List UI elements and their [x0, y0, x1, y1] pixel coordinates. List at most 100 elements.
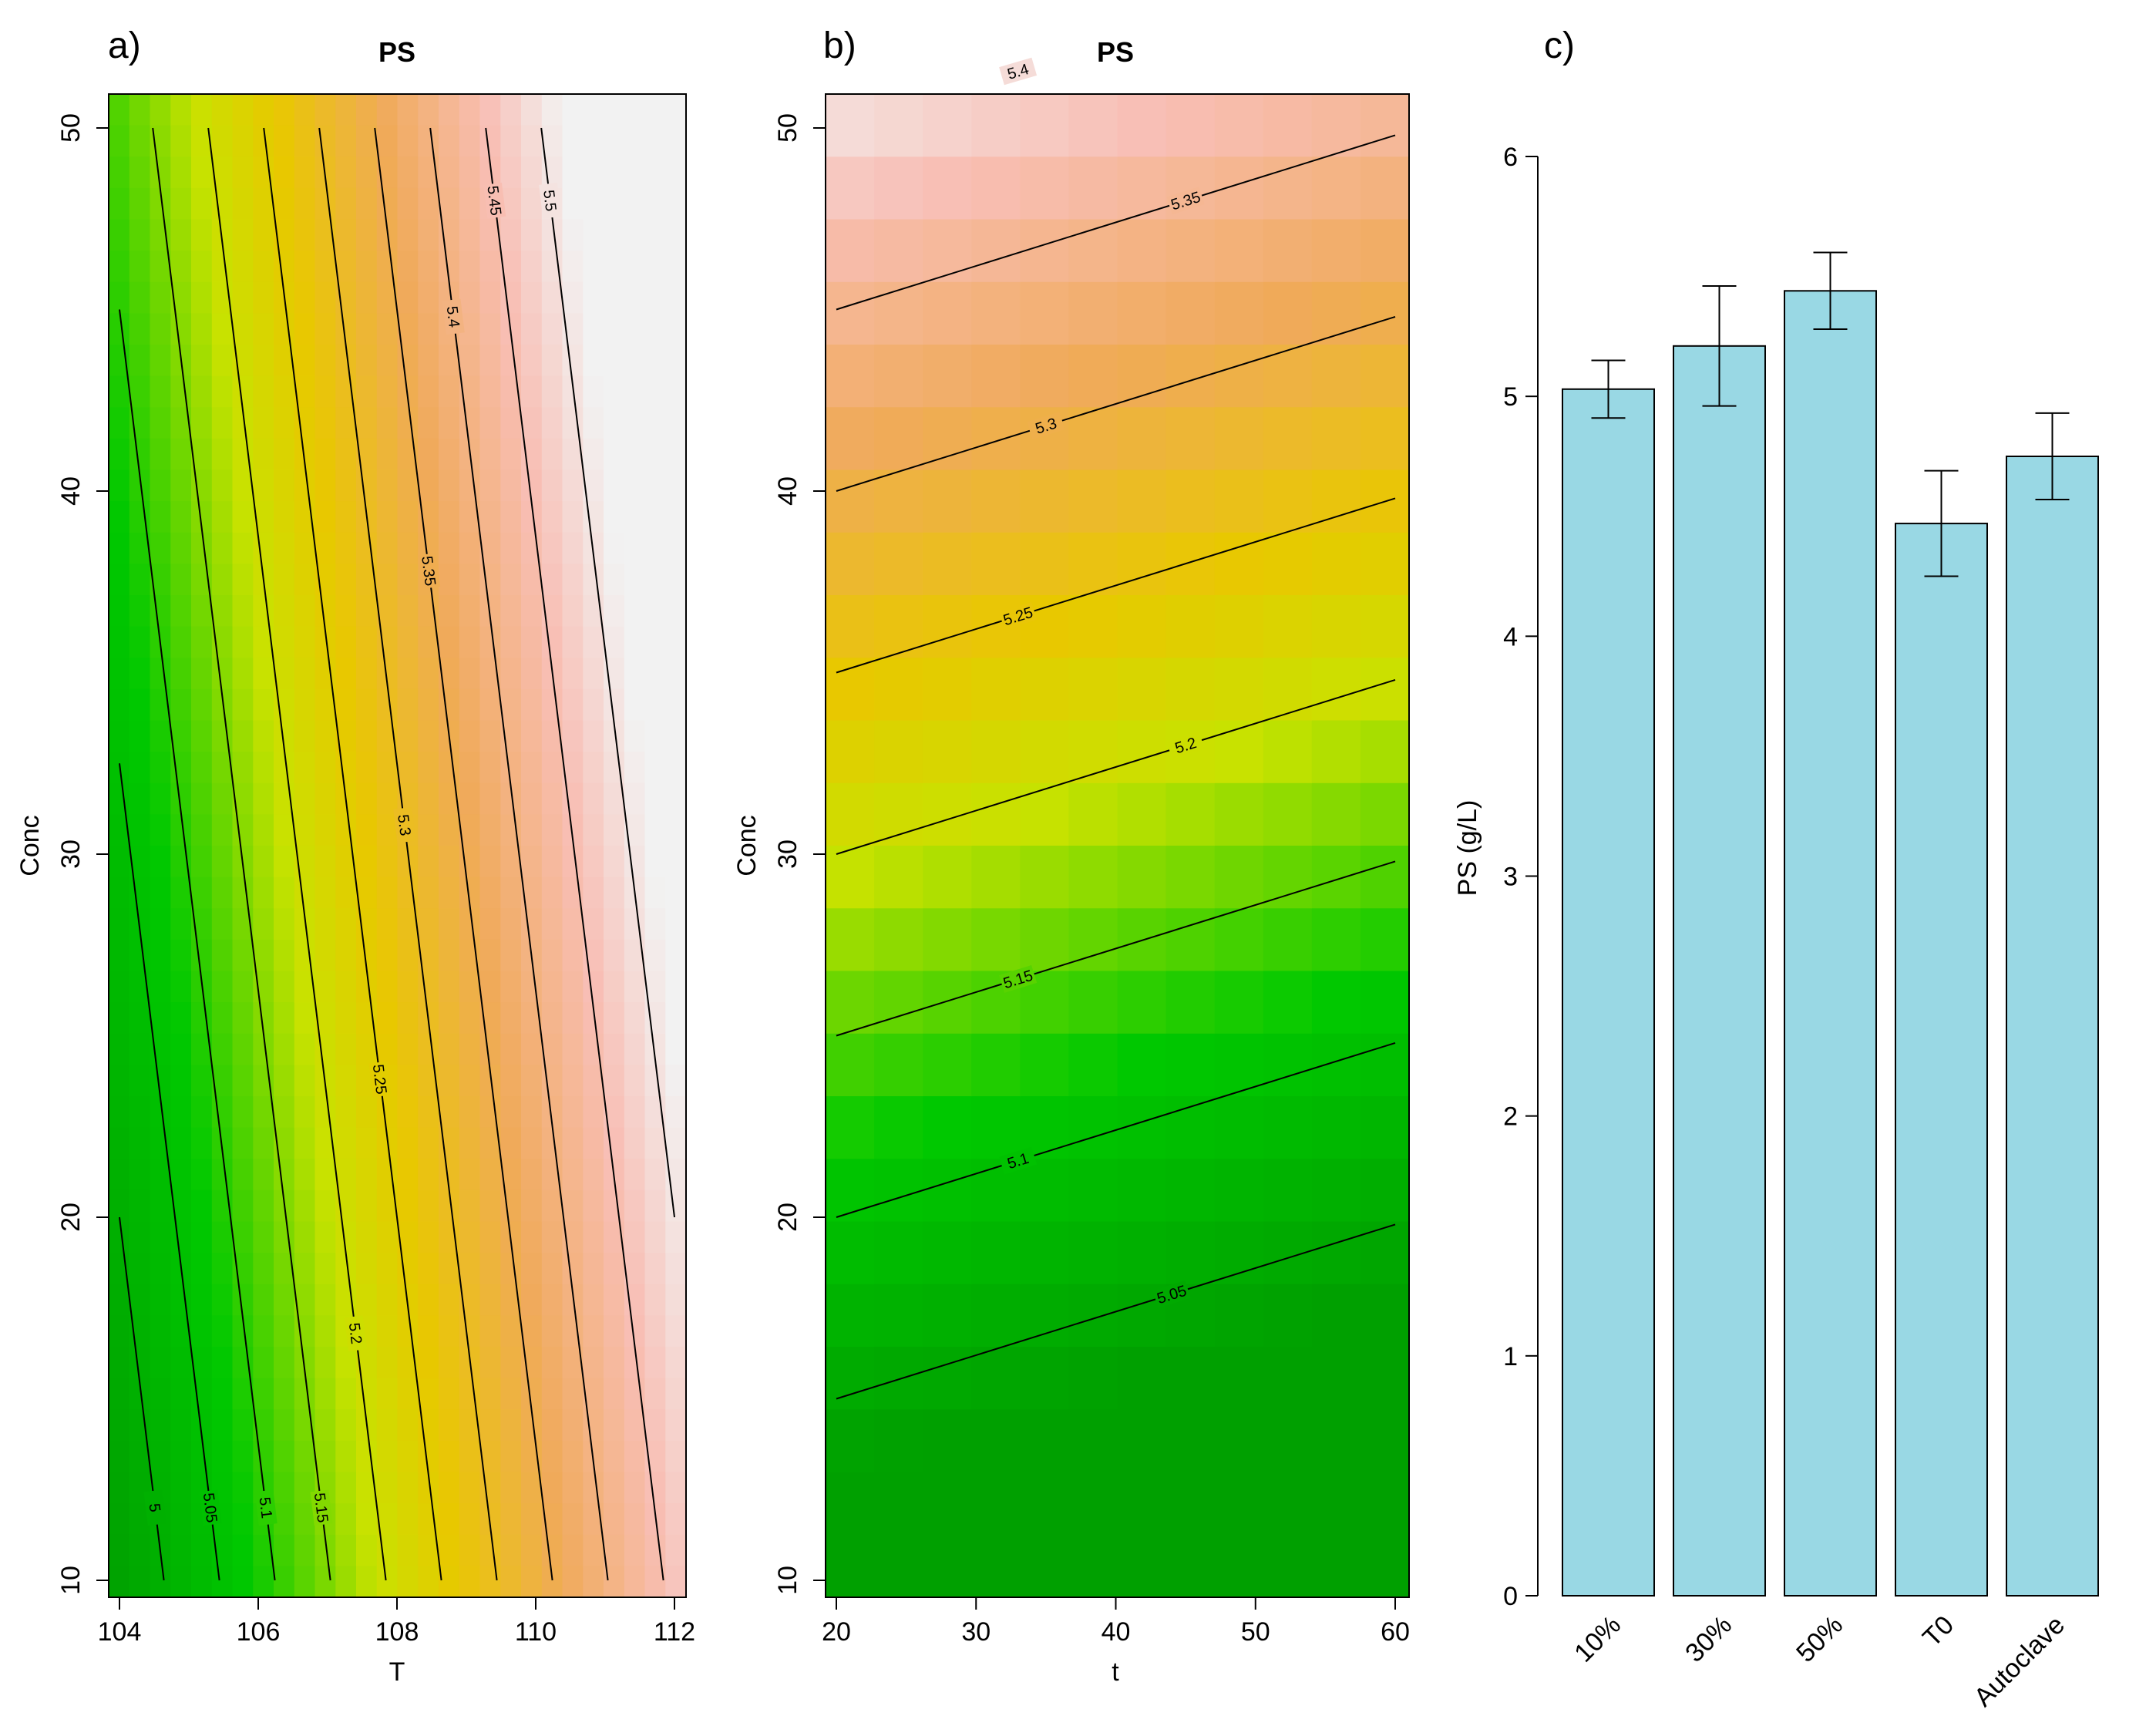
panel-a-cell — [356, 595, 378, 628]
panel-a-cell — [109, 1189, 130, 1223]
panel-a-cell — [665, 658, 686, 690]
panel-a-cell — [583, 187, 604, 220]
panel-a-cell — [376, 251, 399, 283]
panel-b-cell — [1360, 846, 1409, 909]
panel-a-cell — [418, 1221, 439, 1253]
panel-a-cell — [150, 345, 172, 377]
panel-a-cell — [541, 1221, 563, 1253]
panel-a-cell — [314, 971, 337, 1003]
panel-a-cell — [562, 939, 584, 972]
panel-b-cell — [1214, 345, 1264, 408]
panel-a-cell — [418, 688, 439, 722]
panel-a-cell — [150, 313, 172, 345]
panel-a-cell — [418, 1347, 439, 1379]
panel-b-cell — [826, 846, 875, 909]
panel-a-cell — [644, 782, 667, 816]
panel-b-cell — [1068, 595, 1118, 658]
panel-a-cell — [604, 125, 625, 157]
panel-a-cell — [335, 469, 357, 502]
panel-a-cell — [397, 251, 419, 283]
panel-a-contour-line — [263, 127, 442, 1581]
panel-a-cell — [562, 281, 584, 315]
panel-b-cell — [923, 156, 973, 220]
panel-c-bar — [1784, 290, 1877, 1597]
panel-a-cell — [521, 626, 543, 658]
panel-b-cell — [1020, 469, 1070, 533]
panel-a-cell — [562, 251, 584, 283]
panel-a-cell — [376, 688, 399, 722]
panel-a-cell — [459, 469, 481, 502]
panel-a-cell — [521, 1566, 543, 1597]
panel-b-cell — [923, 469, 973, 533]
panel-a-cell — [418, 1189, 439, 1223]
panel-a-contour-label-bg — [310, 1489, 333, 1526]
panel-a-cell — [583, 219, 604, 251]
panel-a-cell — [253, 814, 274, 846]
panel-a-cell — [541, 782, 563, 816]
panel-b-cell — [971, 1033, 1021, 1097]
panel-b-cell — [1020, 345, 1070, 408]
panel-b-cell — [1068, 281, 1118, 345]
panel-a-cell — [624, 1065, 646, 1097]
panel-b-cell — [923, 1033, 973, 1097]
panel-a-cell — [211, 658, 234, 690]
panel-a-cell — [314, 1315, 337, 1348]
panel-a-cell — [191, 1378, 213, 1410]
panel-a-cell — [274, 94, 295, 126]
panel-b-cell — [826, 782, 875, 846]
panel-a-cell — [376, 1534, 399, 1567]
panel-b-contour-label-bg — [1027, 412, 1065, 440]
panel-a-cell — [583, 1221, 604, 1253]
panel-a-cell — [500, 1378, 522, 1410]
panel-b-cell — [1214, 971, 1264, 1035]
panel-a-cell — [109, 1409, 130, 1442]
panel-a-cell — [521, 814, 543, 846]
panel-a-cell — [129, 688, 151, 722]
panel-b-cell — [1020, 1221, 1070, 1285]
panel-a-cell — [314, 814, 337, 846]
panel-a-cell — [150, 720, 172, 752]
panel-b-cell — [826, 658, 875, 722]
panel-a-cell — [397, 1002, 419, 1035]
panel-b-cell — [1263, 1347, 1313, 1410]
panel-a-axes: 104 106 108 110 112 10 20 30 40 50 — [56, 113, 695, 1647]
panel-a-cell — [604, 345, 625, 377]
panel-a-cell — [274, 1347, 295, 1379]
panel-a-cell — [439, 1253, 460, 1285]
panel-b-cell — [1020, 219, 1070, 283]
panel-a-cell — [274, 1378, 295, 1410]
panel-a-cell — [665, 1033, 686, 1066]
panel-a-cell — [232, 1065, 254, 1097]
panel-b-contour-line — [836, 1223, 1396, 1400]
panel-a-cell — [150, 971, 172, 1003]
panel-a-cell — [479, 814, 502, 846]
panel-a-cell — [521, 1284, 543, 1317]
panel-a-cell — [418, 375, 439, 408]
panel-b-cell — [923, 407, 973, 471]
panel-b-cell — [1020, 1033, 1070, 1097]
panel-b-cell — [1117, 407, 1167, 471]
panel-a-cell — [232, 1159, 254, 1191]
panel-a-cell — [253, 219, 274, 251]
panel-a-cell — [170, 1566, 192, 1597]
panel-b-cell — [1360, 1472, 1409, 1536]
panel-a-cell — [294, 595, 316, 628]
panel-a-cell — [665, 125, 686, 157]
panel-a-cell — [521, 564, 543, 596]
panel-a-cell — [583, 375, 604, 408]
panel-a-cell — [314, 407, 337, 439]
panel-a-cell — [418, 438, 439, 471]
panel-a-cell — [604, 187, 625, 220]
panel-a-cell — [479, 720, 502, 752]
panel-a-cell — [541, 688, 563, 722]
panel-a-cell — [356, 782, 378, 816]
panel-a-cell — [500, 1534, 522, 1567]
panel-a-cell — [500, 1033, 522, 1066]
panel-a-cell — [170, 1472, 192, 1504]
panel-a-contour-label: 5.15 — [311, 1492, 331, 1523]
panel-a-cell — [314, 438, 337, 471]
panel-a-cell — [294, 1503, 316, 1536]
panel-b-x-tick-label: 20 — [822, 1617, 851, 1647]
panel-a-cell — [170, 971, 192, 1003]
